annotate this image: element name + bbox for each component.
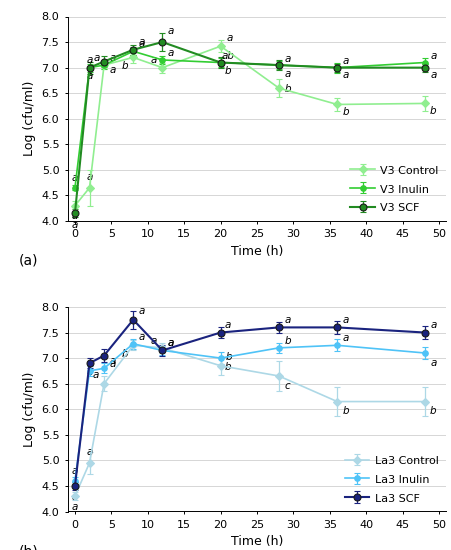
Text: b: b — [343, 406, 349, 416]
Legend: V3 Control, V3 Inulin, V3 SCF: V3 Control, V3 Inulin, V3 SCF — [346, 160, 443, 218]
Text: b: b — [225, 66, 231, 76]
Text: b: b — [226, 351, 233, 361]
Text: a: a — [343, 70, 349, 80]
Text: b: b — [430, 406, 437, 416]
Text: a: a — [151, 56, 157, 65]
Text: a: a — [72, 211, 78, 221]
Text: b: b — [285, 336, 291, 346]
Text: a: a — [139, 36, 145, 47]
Text: a: a — [225, 320, 231, 330]
Text: a: a — [168, 48, 174, 58]
Text: a: a — [86, 72, 93, 81]
Text: a: a — [430, 358, 437, 368]
Text: c: c — [285, 381, 290, 391]
Text: a: a — [343, 57, 349, 67]
Text: a: a — [110, 53, 116, 63]
Text: b: b — [121, 61, 128, 71]
Text: b: b — [343, 107, 349, 117]
Text: a: a — [86, 367, 93, 377]
Text: a: a — [86, 172, 93, 182]
Text: a: a — [151, 336, 157, 346]
Text: a: a — [72, 502, 78, 513]
Text: a: a — [168, 338, 174, 348]
Text: b: b — [285, 84, 291, 94]
Text: b: b — [225, 362, 231, 372]
Text: ab: ab — [221, 51, 235, 61]
Text: a: a — [285, 69, 291, 79]
Text: a: a — [92, 371, 98, 381]
Text: a: a — [139, 306, 145, 316]
Text: a: a — [430, 320, 437, 330]
Text: a: a — [72, 219, 78, 230]
Text: a: a — [72, 466, 78, 476]
Text: b: b — [121, 349, 128, 359]
Text: a: a — [343, 315, 349, 324]
Text: a: a — [72, 492, 78, 502]
Y-axis label: Log (cfu/ml): Log (cfu/ml) — [23, 81, 36, 156]
Text: a: a — [168, 26, 174, 36]
Text: a: a — [72, 173, 78, 183]
Text: a: a — [86, 359, 93, 369]
Text: b: b — [430, 106, 437, 116]
Y-axis label: Log (cfu/ml): Log (cfu/ml) — [23, 372, 36, 447]
Text: a: a — [430, 51, 437, 62]
Text: a: a — [285, 54, 291, 64]
X-axis label: Time (h): Time (h) — [231, 535, 283, 548]
Text: a: a — [110, 359, 116, 369]
X-axis label: Time (h): Time (h) — [231, 245, 283, 258]
Text: a: a — [86, 447, 93, 456]
Text: a: a — [139, 39, 145, 49]
Text: a: a — [94, 53, 100, 63]
Text: a: a — [430, 70, 437, 80]
Text: a: a — [110, 65, 116, 75]
Text: a: a — [110, 356, 116, 366]
Text: a: a — [86, 56, 93, 65]
Text: a: a — [343, 333, 349, 343]
Text: a: a — [285, 315, 291, 325]
Text: a: a — [168, 338, 174, 348]
Text: (a): (a) — [18, 254, 38, 268]
Legend: La3 Control, La3 Inulin, La3 SCF: La3 Control, La3 Inulin, La3 SCF — [341, 450, 443, 508]
Text: a: a — [139, 332, 145, 342]
Text: a: a — [226, 34, 233, 43]
Text: (b): (b) — [18, 544, 38, 550]
